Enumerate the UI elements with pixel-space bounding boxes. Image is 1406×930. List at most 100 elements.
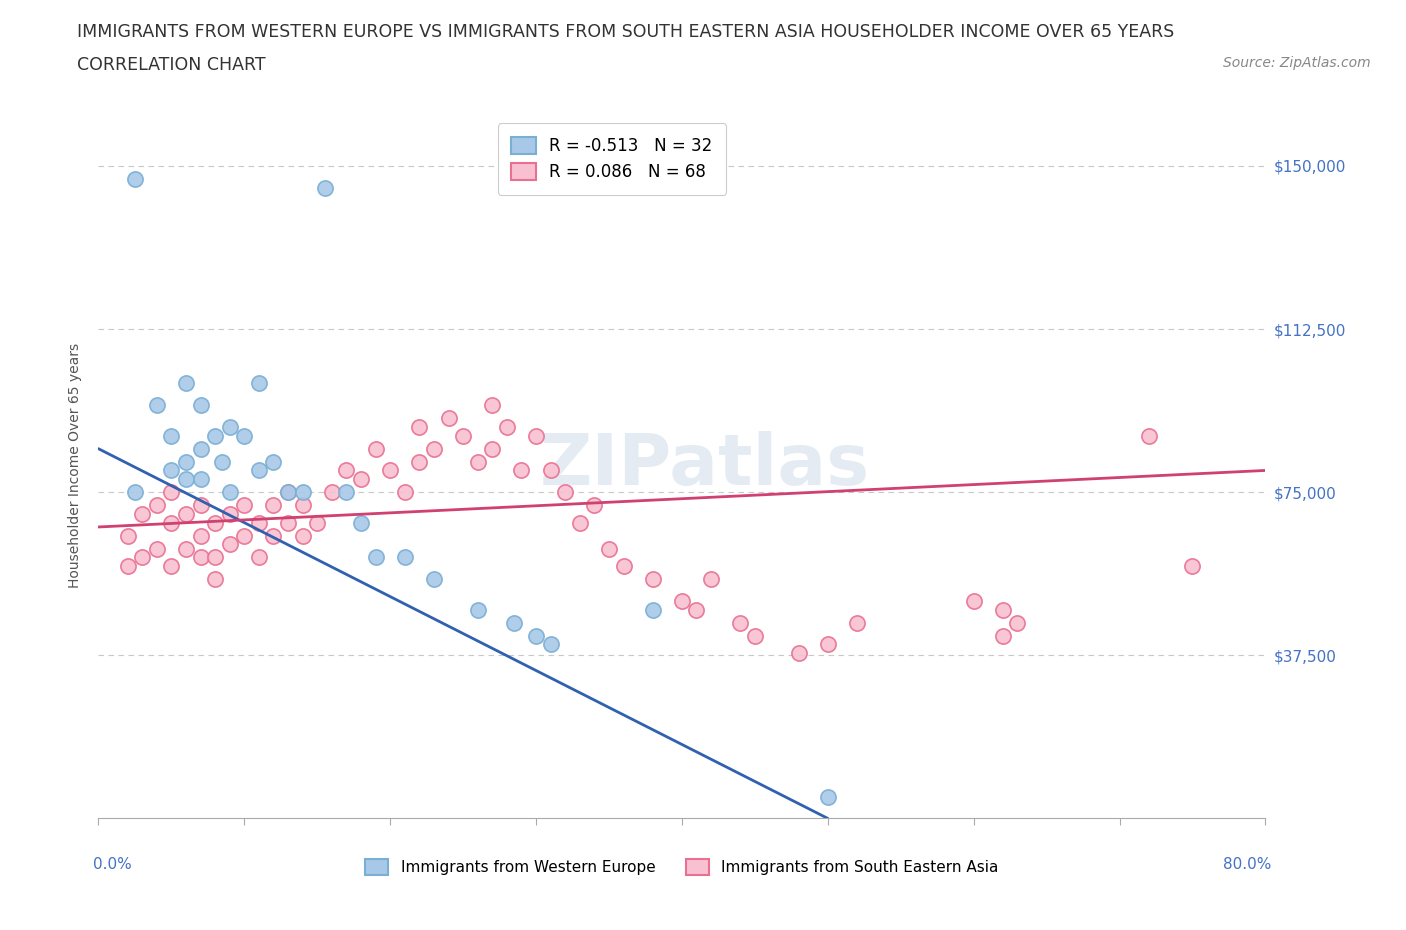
Point [467, 454, 489, 469]
Point [160, 515, 183, 530]
Point [350, 515, 373, 530]
Point [568, 515, 591, 530]
Point [190, 528, 212, 543]
Point [598, 541, 620, 556]
Text: IMMIGRANTS FROM WESTERN EUROPE VS IMMIGRANTS FROM SOUTH EASTERN ASIA HOUSEHOLDER: IMMIGRANTS FROM WESTERN EUROPE VS IMMIGR… [77, 23, 1174, 41]
Point [247, 515, 270, 530]
Point [380, 463, 402, 478]
Point [554, 485, 576, 499]
Point [124, 485, 146, 499]
Point [233, 528, 256, 543]
Point [481, 398, 503, 413]
Point [423, 441, 446, 456]
Point [423, 572, 446, 587]
Point [321, 485, 343, 499]
Point [437, 411, 460, 426]
Point [1181, 559, 1204, 574]
Point [335, 463, 357, 478]
Point [1007, 616, 1029, 631]
Point [146, 498, 169, 512]
Point [218, 419, 240, 434]
Point [744, 629, 766, 644]
Point [174, 472, 197, 486]
Point [291, 498, 314, 512]
Point [540, 463, 562, 478]
Point [291, 528, 314, 543]
Point [131, 550, 153, 565]
Point [190, 550, 212, 565]
Point [218, 507, 240, 522]
Point [146, 541, 169, 556]
Point [211, 454, 233, 469]
Legend: Immigrants from Western Europe, Immigrants from South Eastern Asia: Immigrants from Western Europe, Immigran… [360, 853, 1004, 882]
Point [218, 537, 240, 551]
Point [307, 515, 329, 530]
Point [496, 419, 519, 434]
Point [1137, 428, 1160, 443]
Point [190, 398, 212, 413]
Point [204, 428, 226, 443]
Text: Source: ZipAtlas.com: Source: ZipAtlas.com [1223, 56, 1371, 70]
Text: 0.0%: 0.0% [93, 857, 131, 872]
Point [262, 454, 284, 469]
Point [817, 790, 839, 804]
Y-axis label: Householder Income Over 65 years: Householder Income Over 65 years [69, 342, 83, 588]
Point [408, 454, 430, 469]
Point [641, 572, 664, 587]
Text: CORRELATION CHART: CORRELATION CHART [77, 56, 266, 73]
Point [700, 572, 723, 587]
Point [174, 541, 197, 556]
Point [510, 463, 533, 478]
Point [160, 485, 183, 499]
Point [204, 550, 226, 565]
Point [190, 498, 212, 512]
Point [204, 515, 226, 530]
Point [204, 572, 226, 587]
Point [481, 441, 503, 456]
Point [612, 559, 634, 574]
Point [524, 428, 547, 443]
Point [190, 472, 212, 486]
Point [503, 616, 526, 631]
Point [685, 603, 707, 618]
Point [467, 603, 489, 618]
Point [174, 507, 197, 522]
Point [335, 485, 357, 499]
Point [131, 507, 153, 522]
Point [277, 485, 299, 499]
Point [277, 515, 299, 530]
Point [408, 419, 430, 434]
Point [247, 550, 270, 565]
Point [117, 559, 139, 574]
Point [277, 485, 299, 499]
Point [787, 645, 810, 660]
Point [247, 376, 270, 391]
Point [190, 441, 212, 456]
Point [394, 550, 416, 565]
Point [233, 428, 256, 443]
Point [817, 637, 839, 652]
Point [350, 472, 373, 486]
Point [394, 485, 416, 499]
Point [641, 603, 664, 618]
Point [962, 593, 984, 608]
Point [262, 498, 284, 512]
Text: 80.0%: 80.0% [1223, 857, 1271, 872]
Point [991, 629, 1014, 644]
Point [146, 398, 169, 413]
Point [160, 463, 183, 478]
Point [160, 428, 183, 443]
Text: ZIPatlas: ZIPatlas [540, 431, 870, 499]
Point [174, 376, 197, 391]
Point [160, 559, 183, 574]
Point [364, 441, 387, 456]
Point [174, 454, 197, 469]
Point [991, 603, 1014, 618]
Point [730, 616, 752, 631]
Point [846, 616, 869, 631]
Point [247, 463, 270, 478]
Point [291, 485, 314, 499]
Point [524, 629, 547, 644]
Point [124, 171, 146, 186]
Point [540, 637, 562, 652]
